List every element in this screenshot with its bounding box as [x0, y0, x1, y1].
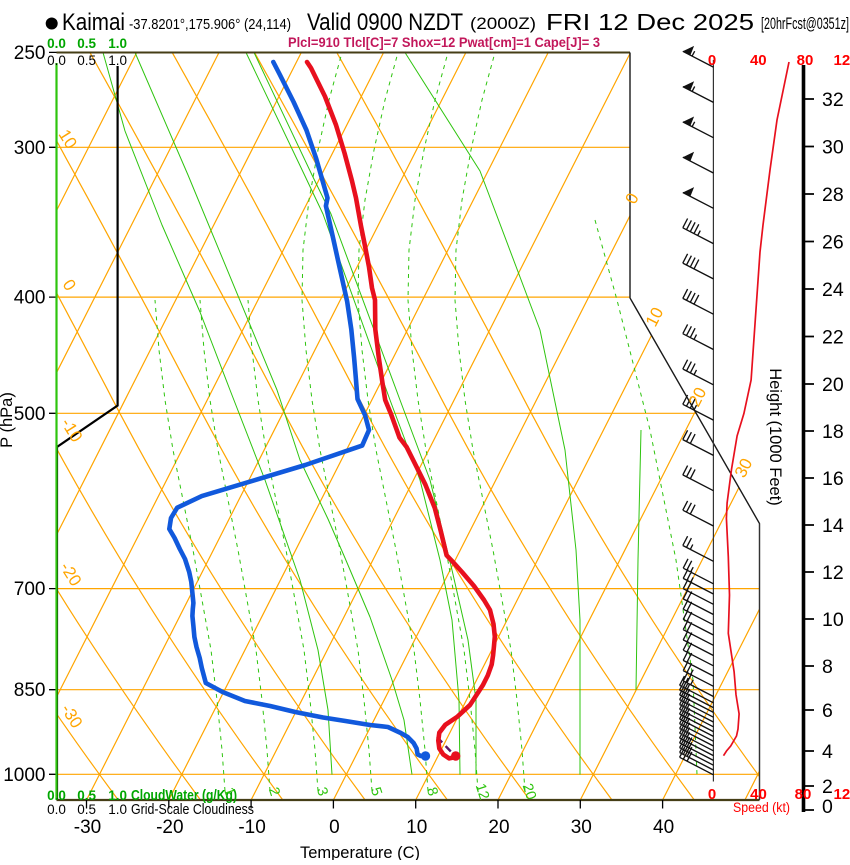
svg-text:28: 28 — [822, 184, 844, 206]
svg-text:12: 12 — [472, 782, 492, 802]
svg-text:0.0: 0.0 — [47, 788, 66, 803]
svg-text:26: 26 — [822, 232, 844, 254]
svg-text:(2000Z): (2000Z) — [470, 15, 536, 33]
svg-text:6: 6 — [822, 700, 833, 722]
svg-text:500: 500 — [14, 404, 46, 425]
svg-text:3: 3 — [313, 785, 331, 798]
svg-text:0.5: 0.5 — [77, 53, 96, 68]
svg-text:4: 4 — [822, 741, 833, 763]
svg-text:18: 18 — [822, 421, 844, 443]
svg-text:0: 0 — [59, 276, 80, 294]
svg-text:1.0: 1.0 — [108, 788, 127, 803]
svg-text:0: 0 — [822, 796, 833, 818]
svg-text:0.5: 0.5 — [77, 802, 96, 817]
svg-text:1.0: 1.0 — [108, 53, 127, 68]
svg-text:30: 30 — [571, 817, 592, 838]
svg-text:P (hPa): P (hPa) — [0, 392, 16, 448]
svg-text:700: 700 — [14, 579, 46, 600]
svg-text:80: 80 — [797, 52, 814, 69]
svg-text:40: 40 — [750, 786, 767, 803]
svg-text:10: 10 — [55, 126, 81, 152]
svg-text:0.0: 0.0 — [47, 53, 66, 68]
svg-text:-10: -10 — [57, 415, 86, 446]
svg-text:CloudWater (g/Kg): CloudWater (g/Kg) — [131, 788, 237, 804]
svg-text:16: 16 — [822, 468, 844, 490]
svg-text:24: 24 — [822, 279, 844, 301]
svg-text:30: 30 — [731, 455, 757, 480]
svg-text:850: 850 — [14, 680, 46, 701]
svg-text:-10: -10 — [238, 817, 265, 838]
svg-text:Plcl=910 Tlcl[C]=7 Shox=12 Pwa: Plcl=910 Tlcl[C]=7 Shox=12 Pwat[cm]=1 Ca… — [288, 34, 600, 50]
svg-text:-30: -30 — [57, 701, 86, 732]
svg-text:-20: -20 — [156, 817, 183, 838]
svg-text:30: 30 — [822, 137, 844, 159]
svg-text:8: 8 — [423, 785, 441, 798]
svg-text:120: 120 — [833, 52, 850, 69]
svg-text:0: 0 — [708, 786, 716, 803]
svg-text:0.5: 0.5 — [77, 36, 96, 51]
svg-text:40: 40 — [653, 817, 674, 838]
svg-text:1000: 1000 — [3, 765, 45, 786]
svg-text:80: 80 — [795, 786, 812, 803]
svg-text:Valid 0900 NZDT: Valid 0900 NZDT — [307, 9, 463, 36]
svg-text:0: 0 — [621, 190, 642, 207]
svg-text:20: 20 — [822, 374, 844, 396]
svg-text:10: 10 — [406, 817, 427, 838]
svg-text:0.0: 0.0 — [47, 802, 66, 817]
svg-text:32: 32 — [822, 89, 844, 111]
svg-text:-37.8201°,175.906° (24,114): -37.8201°,175.906° (24,114) — [129, 17, 291, 33]
svg-text:2: 2 — [822, 776, 833, 798]
svg-text:FRI 12 Dec 2025: FRI 12 Dec 2025 — [546, 9, 754, 35]
svg-text:-20: -20 — [56, 559, 85, 590]
svg-text:10: 10 — [822, 609, 844, 631]
svg-text:20: 20 — [488, 817, 509, 838]
svg-text:0: 0 — [329, 817, 340, 838]
svg-text:14: 14 — [822, 515, 844, 537]
svg-text:0.5: 0.5 — [77, 788, 96, 803]
svg-text:Grid-Scale Cloudiness: Grid-Scale Cloudiness — [131, 802, 254, 818]
svg-text:Speed (kt): Speed (kt) — [733, 800, 790, 815]
svg-text:Height (1000 Feet): Height (1000 Feet) — [766, 368, 784, 506]
svg-text:400: 400 — [14, 288, 46, 309]
svg-text:Temperature (C): Temperature (C) — [300, 844, 420, 860]
svg-text:[20hrFcst@0351z]: [20hrFcst@0351z] — [761, 15, 849, 33]
svg-text:300: 300 — [14, 138, 46, 159]
svg-text:8: 8 — [822, 656, 833, 678]
svg-text:120: 120 — [833, 786, 850, 803]
svg-text:20: 20 — [519, 782, 539, 802]
svg-text:0: 0 — [708, 52, 716, 69]
svg-text:1.0: 1.0 — [108, 802, 127, 817]
svg-text:20: 20 — [685, 384, 711, 409]
svg-text:0.0: 0.0 — [47, 36, 66, 51]
svg-text:Kaimai: Kaimai — [62, 9, 125, 36]
svg-text:250: 250 — [14, 43, 46, 64]
svg-text:22: 22 — [822, 327, 844, 349]
svg-text:-30: -30 — [74, 817, 101, 838]
svg-text:1.0: 1.0 — [108, 36, 127, 51]
svg-text:12: 12 — [822, 562, 844, 584]
svg-text:40: 40 — [750, 52, 767, 69]
svg-text:5: 5 — [367, 785, 385, 798]
